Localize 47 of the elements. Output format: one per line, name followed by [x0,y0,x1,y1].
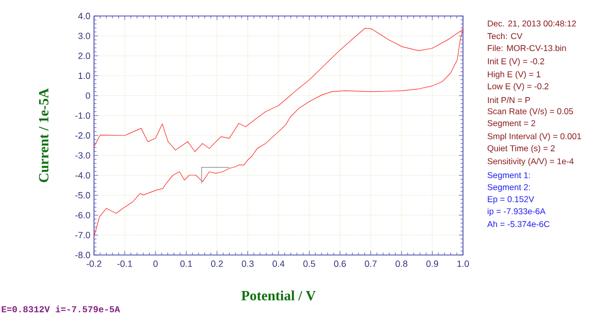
y-tick-label: -4.0 [75,172,90,179]
text: Smpl Interval (V) = 0.001 [488,133,582,141]
text: File: MOR-CV-13.bin [488,44,566,52]
x-tick-label: 0.5 [303,260,316,267]
y-tick-label: -3.0 [75,152,90,159]
x-axis-title: Potential / V [241,290,316,300]
text: Quiet Time (s) = 2 [488,145,555,153]
text: Dec. 21, 2013 00:48:12 [488,20,576,28]
y-tick-label: -6.0 [75,212,90,218]
text: Low E (V) = -0.2 [488,83,548,91]
x-tick-label: 0.7 [364,260,377,267]
text: ip = -7.933e-6A [488,208,546,216]
text: Segment 2: [488,184,530,192]
text: Segment 1: [488,172,530,180]
text: Ep = 0.152V [488,196,534,204]
text: Segment = 2 [488,120,536,128]
line-series [94,28,463,237]
x-tick-label: 0.8 [396,260,408,267]
y-tick-label: 1.0 [78,72,90,79]
y-tick-label: 4.0 [78,12,90,20]
y-tick-label: -7.0 [75,232,90,238]
y-tick-label: 3.0 [78,32,90,40]
text: E=0.8312V i=-7.579e-5A [2,306,120,312]
x-tick-label: 0.3 [242,260,254,267]
text: Init P/N = P [488,96,530,104]
x-tick-label: 0 [153,260,158,267]
text: Sensitivity (A/V) = 1e-4 [488,158,574,166]
text: Scan Rate (V/s) = 0.05 [488,108,574,116]
y-tick-label: 0 [86,92,90,99]
x-tick-label: 1.0 [457,260,469,267]
y-axis-title: Current / 1e-5A [39,88,48,182]
x-tick-label: -0.2 [86,260,102,267]
y-tick-label: 2.0 [78,52,90,60]
text: Init E (V) = -0.2 [488,58,544,66]
x-tick-label: 0.4 [272,260,284,267]
x-tick-label: -0.1 [117,260,132,267]
y-tick-label: -1.0 [75,112,90,119]
text: Tech: CV [487,32,522,40]
y-tick-label: -8.0 [75,252,90,258]
x-tick-label: 0.2 [211,260,223,267]
text: Ah = -5.374e-6C [487,220,550,228]
x-tick-label: 0.6 [334,260,346,267]
y-tick-label: -5.0 [75,192,90,198]
x-tick-label: 0.9 [426,260,438,267]
text: High E (V) = 1 [488,71,540,79]
y-tick-label: -2.0 [75,132,90,139]
x-tick-label: 0.1 [180,260,192,267]
